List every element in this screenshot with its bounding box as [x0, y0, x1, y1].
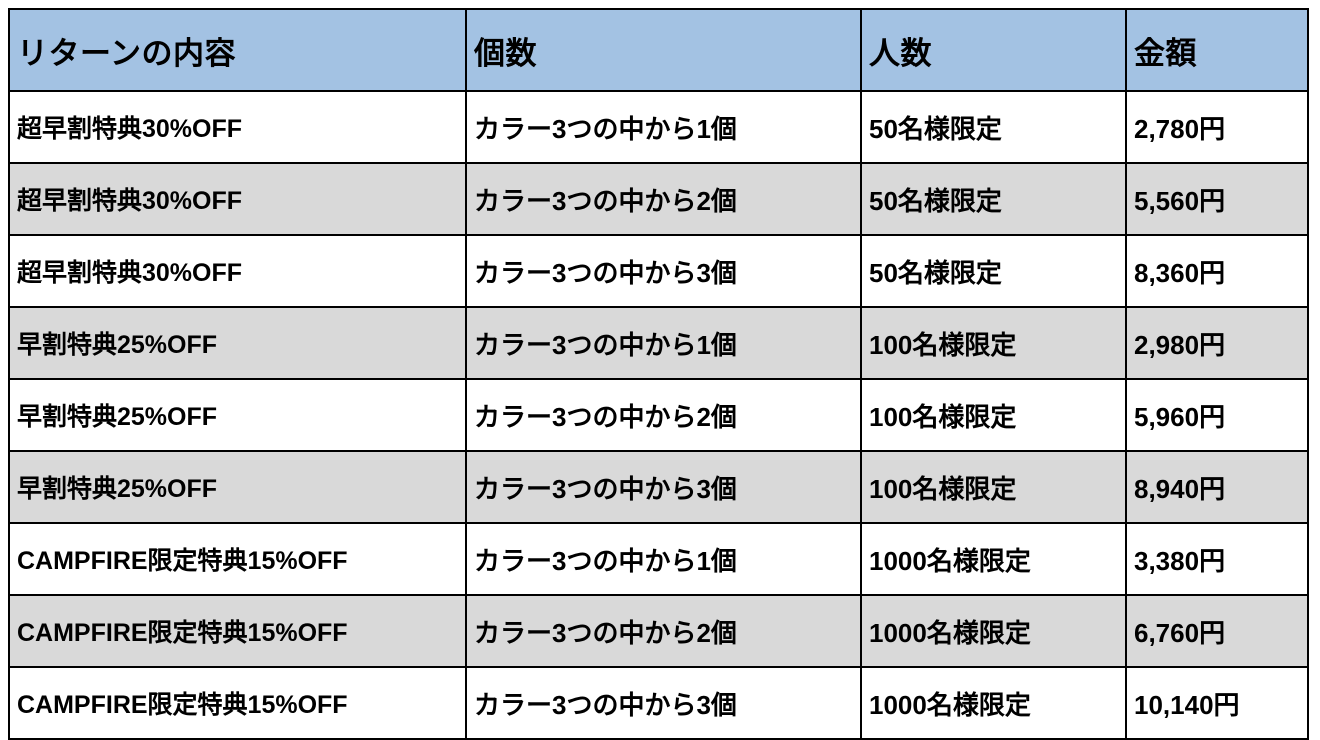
column-header-people: 人数: [860, 8, 1127, 92]
reward-amount-cell: 3,380円: [1125, 522, 1309, 596]
reward-amount-cell: 2,980円: [1125, 306, 1309, 380]
reward-quantity-cell: カラー3つの中から3個: [465, 450, 862, 524]
table-header-row: リターンの内容 個数 人数 金額: [8, 8, 1309, 92]
reward-content-cell: 早割特典25%OFF: [8, 306, 467, 380]
reward-people-cell: 100名様限定: [860, 378, 1127, 452]
reward-content-cell: 超早割特典30%OFF: [8, 162, 467, 236]
reward-amount-cell: 10,140円: [1125, 666, 1309, 740]
column-header-quantity: 個数: [465, 8, 862, 92]
reward-people-cell: 1000名様限定: [860, 666, 1127, 740]
reward-content-cell: CAMPFIRE限定特典15%OFF: [8, 666, 467, 740]
reward-quantity-cell: カラー3つの中から2個: [465, 378, 862, 452]
reward-quantity-cell: カラー3つの中から2個: [465, 162, 862, 236]
table-row: 超早割特典30%OFF カラー3つの中から1個 50名様限定 2,780円: [8, 90, 1309, 164]
reward-quantity-cell: カラー3つの中から2個: [465, 594, 862, 668]
reward-people-cell: 50名様限定: [860, 162, 1127, 236]
reward-content-cell: 超早割特典30%OFF: [8, 234, 467, 308]
reward-quantity-cell: カラー3つの中から1個: [465, 306, 862, 380]
reward-quantity-cell: カラー3つの中から1個: [465, 90, 862, 164]
table-row: 超早割特典30%OFF カラー3つの中から2個 50名様限定 5,560円: [8, 162, 1309, 236]
reward-people-cell: 50名様限定: [860, 90, 1127, 164]
reward-quantity-cell: カラー3つの中から3個: [465, 666, 862, 740]
table-row: CAMPFIRE限定特典15%OFF カラー3つの中から1個 1000名様限定 3,3…: [8, 522, 1309, 596]
table-header: リターンの内容 個数 人数 金額: [8, 8, 1309, 92]
reward-content-cell: 早割特典25%OFF: [8, 450, 467, 524]
reward-amount-cell: 6,760円: [1125, 594, 1309, 668]
reward-people-cell: 100名様限定: [860, 306, 1127, 380]
reward-amount-cell: 5,560円: [1125, 162, 1309, 236]
table-row: CAMPFIRE限定特典15%OFF カラー3つの中から2個 1000名様限定 6,7…: [8, 594, 1309, 668]
column-header-content: リターンの内容: [8, 8, 467, 92]
reward-people-cell: 100名様限定: [860, 450, 1127, 524]
reward-amount-cell: 8,940円: [1125, 450, 1309, 524]
table-row: 早割特典25%OFF カラー3つの中から3個 100名様限定 8,940円: [8, 450, 1309, 524]
table-row: 早割特典25%OFF カラー3つの中から2個 100名様限定 5,960円: [8, 378, 1309, 452]
reward-content-cell: CAMPFIRE限定特典15%OFF: [8, 594, 467, 668]
reward-amount-cell: 5,960円: [1125, 378, 1309, 452]
reward-amount-cell: 2,780円: [1125, 90, 1309, 164]
column-header-amount: 金額: [1125, 8, 1309, 92]
reward-quantity-cell: カラー3つの中から3個: [465, 234, 862, 308]
reward-quantity-cell: カラー3つの中から1個: [465, 522, 862, 596]
table-row: CAMPFIRE限定特典15%OFF カラー3つの中から3個 1000名様限定 10,…: [8, 666, 1309, 740]
reward-content-cell: 超早割特典30%OFF: [8, 90, 467, 164]
table-row: 超早割特典30%OFF カラー3つの中から3個 50名様限定 8,360円: [8, 234, 1309, 308]
reward-content-cell: CAMPFIRE限定特典15%OFF: [8, 522, 467, 596]
reward-people-cell: 50名様限定: [860, 234, 1127, 308]
table-body: 超早割特典30%OFF カラー3つの中から1個 50名様限定 2,780円 超早割特典3…: [8, 90, 1309, 740]
reward-content-cell: 早割特典25%OFF: [8, 378, 467, 452]
reward-people-cell: 1000名様限定: [860, 522, 1127, 596]
table-row: 早割特典25%OFF カラー3つの中から1個 100名様限定 2,980円: [8, 306, 1309, 380]
reward-people-cell: 1000名様限定: [860, 594, 1127, 668]
reward-amount-cell: 8,360円: [1125, 234, 1309, 308]
return-reward-table: リターンの内容 個数 人数 金額 超早割特典30%OFF カラー3つの中から1個 5…: [8, 8, 1309, 740]
